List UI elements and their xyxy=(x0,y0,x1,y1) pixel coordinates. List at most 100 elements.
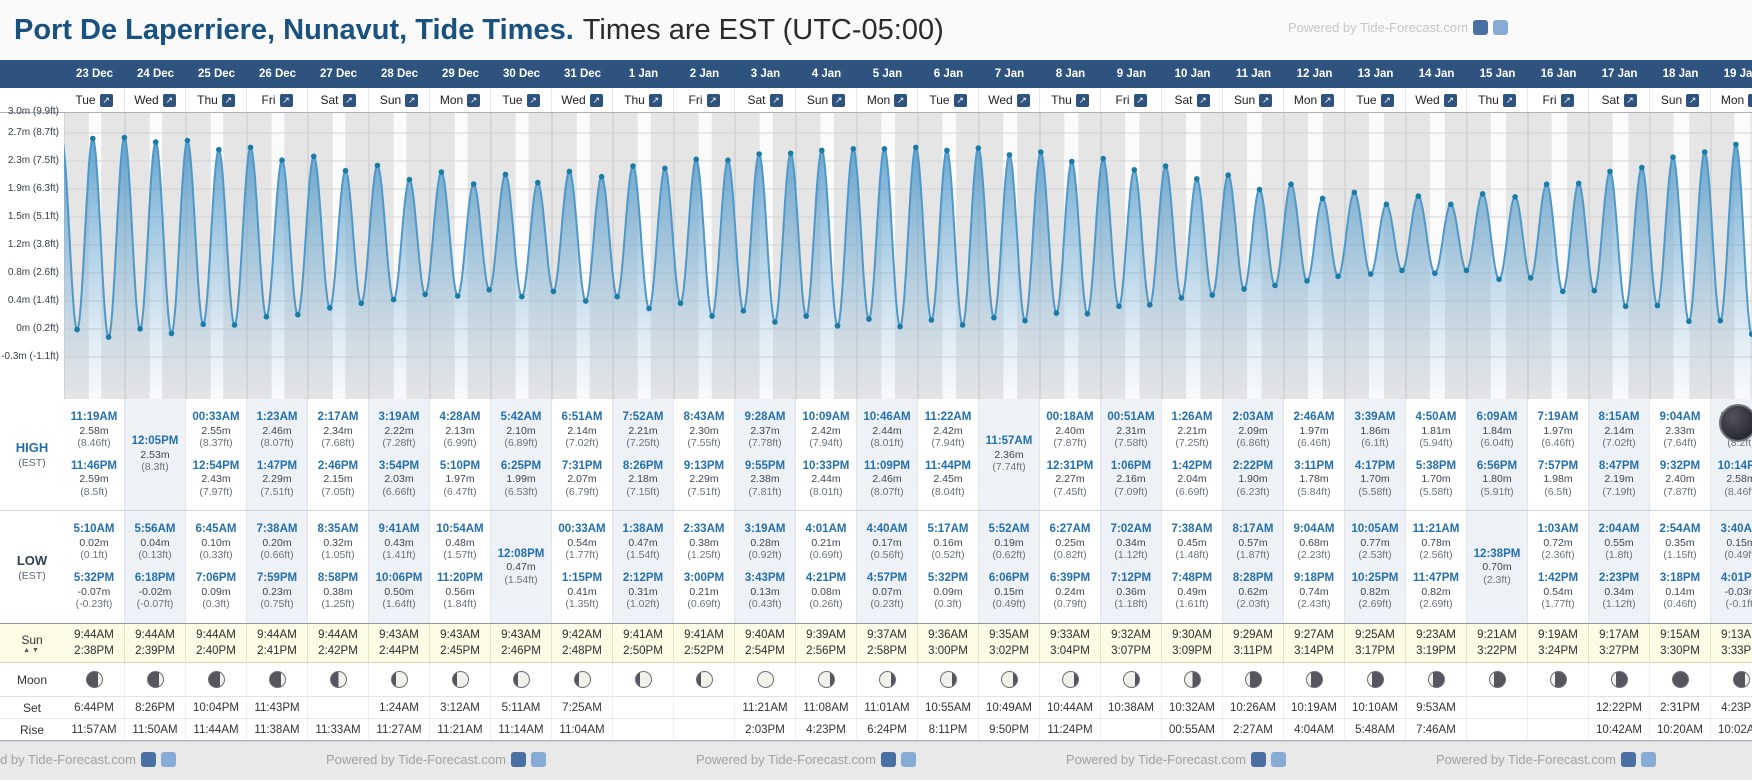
low-tide-entry: 8:35AM 0.32m (1.05ft) xyxy=(308,523,368,562)
external-link-icon[interactable] xyxy=(1560,93,1574,107)
tide-height-m: 2.33m xyxy=(1665,424,1695,437)
high-tide-time: 3:11PM xyxy=(1294,459,1334,472)
external-link-icon[interactable] xyxy=(99,93,113,107)
external-link-icon[interactable] xyxy=(1748,93,1752,107)
external-link-icon[interactable] xyxy=(648,93,662,107)
tide-height-ft: (8.04ft) xyxy=(931,485,965,498)
moon-phase-icon-first-quarter xyxy=(329,671,347,688)
date-header-row: 23 Dec 24 Dec 25 Dec 26 Dec 27 Dec 28 Dec 29 D… xyxy=(0,60,1752,88)
sun-times-cell: 9:41AM 2:50PM xyxy=(613,624,674,662)
external-link-icon[interactable] xyxy=(1502,93,1516,107)
high-tide-entry: 2:17AM 2.34m (7.68ft) xyxy=(308,411,368,450)
sun-times-cell: 9:21AM 3:22PM xyxy=(1467,624,1528,662)
external-link-icon[interactable] xyxy=(279,93,293,107)
sun-times-cell: 9:19AM 3:24PM xyxy=(1528,624,1589,662)
high-tide-cell: 10:46AM 2.44m (8.01ft) 11:09PM 2.46m (8.07ft) xyxy=(857,399,918,510)
external-link-icon[interactable] xyxy=(342,93,356,107)
external-link-icon[interactable] xyxy=(1623,93,1637,107)
tide-height-m: 0.45m xyxy=(1177,536,1207,549)
moonrise-row: Rise 11:57AM 11:50AM 11:44AM 11:38AM 11:33AM… xyxy=(0,719,1752,741)
external-link-icon[interactable] xyxy=(894,93,908,107)
external-link-icon[interactable] xyxy=(1133,93,1147,107)
date-header-cell: 1 Jan xyxy=(628,68,659,80)
high-tide-cell: 1:23AM 2.46m (8.07ft) 1:47PM 2.29m (7.51ft) xyxy=(247,399,308,510)
high-tide-time: 9:04AM xyxy=(1659,411,1701,423)
moonset-time-cell xyxy=(613,697,674,718)
moonset-time-cell xyxy=(1467,697,1528,718)
sunset-time: 2:54PM xyxy=(745,645,785,658)
low-tide-entry: 10:25PM 0.82m (2.69ft) xyxy=(1345,572,1405,611)
sun-times-cell: 9:30AM 3:09PM xyxy=(1162,624,1223,662)
moon-cell xyxy=(1528,663,1589,696)
moonrise-time-cell: 11:57AM xyxy=(64,719,125,740)
high-tide-entry: 6:25PM 1.99m (6.53ft) xyxy=(491,460,551,499)
tide-height-ft: (7.02ft) xyxy=(1602,437,1636,449)
sun-times-cell: 9:27AM 3:14PM xyxy=(1284,624,1345,662)
external-link-icon[interactable] xyxy=(589,93,603,107)
external-link-icon[interactable] xyxy=(221,93,235,107)
tide-height-ft: (2.69ft) xyxy=(1358,598,1392,611)
tide-height-m: 0.34m xyxy=(1116,536,1146,549)
high-tide-entry: 2:46PM 2.15m (7.05ft) xyxy=(308,460,368,499)
moon-phase-icon-waning-crescent xyxy=(1366,671,1384,688)
low-tide-time: 2:04AM xyxy=(1598,523,1640,536)
moon-cell xyxy=(674,663,735,696)
tide-height-m: 0.68m xyxy=(1299,536,1329,549)
y-axis-label: 2.7m (8.7ft) xyxy=(7,127,59,138)
tide-height-m: 0.70m xyxy=(1482,561,1512,574)
low-tide-cell: 11:21AM 0.78m (2.56ft) 11:47PM 0.82m (2.69ft) xyxy=(1406,511,1467,623)
external-link-icon[interactable] xyxy=(1686,93,1700,107)
sunset-time: 2:44PM xyxy=(379,645,419,658)
tide-height-m: 0.57m xyxy=(1238,536,1268,549)
moonset-time-cell: 10:26AM xyxy=(1223,697,1284,718)
sunrise-time: 9:44AM xyxy=(196,628,236,641)
day-of-week-cell: Thu xyxy=(186,88,247,112)
tide-height-m: 0.50m xyxy=(384,585,414,598)
tide-height-m: 2.58m xyxy=(1726,473,1752,485)
external-link-icon[interactable] xyxy=(1321,93,1335,107)
external-link-icon[interactable] xyxy=(526,93,540,107)
tide-height-m: 2.44m xyxy=(811,473,841,485)
low-tide-time: 1:42PM xyxy=(1537,572,1579,585)
tide-height-ft: (6.46ft) xyxy=(1541,437,1575,449)
day-of-week-cell: Sun xyxy=(1223,88,1284,112)
low-tide-cell: 5:52AM 0.19m (0.62ft) 6:06PM 0.15m (0.49ft) xyxy=(979,511,1040,623)
tide-height-ft: (1.12ft) xyxy=(1114,549,1148,562)
external-link-icon[interactable] xyxy=(1380,93,1394,107)
low-tide-entry: 7:38AM 0.45m (1.48ft) xyxy=(1162,523,1222,562)
external-link-icon[interactable] xyxy=(953,93,967,107)
tide-height-m: 0.21m xyxy=(689,585,719,598)
sunset-time: 2:58PM xyxy=(867,645,907,658)
external-link-icon[interactable] xyxy=(405,93,419,107)
external-link-icon[interactable] xyxy=(1196,93,1210,107)
moonset-time-cell: 10:32AM xyxy=(1162,697,1223,718)
day-of-week-label: Thu xyxy=(197,93,218,107)
tide-height-ft: (7.05ft) xyxy=(321,485,355,498)
low-tide-time: 10:54AM xyxy=(436,523,484,536)
moonset-time-cell: 2:31PM xyxy=(1650,697,1711,718)
external-link-icon[interactable] xyxy=(162,93,176,107)
external-link-icon[interactable] xyxy=(832,93,846,107)
low-tide-time: 11:47PM xyxy=(1412,572,1460,585)
external-link-icon[interactable] xyxy=(769,93,783,107)
external-link-icon[interactable] xyxy=(706,93,720,107)
high-tide-cell: 11:57AM 2.36m (7.74ft) xyxy=(979,399,1040,510)
high-tide-entry: 00:18AM 2.40m (7.87ft) xyxy=(1040,411,1100,450)
external-link-icon[interactable] xyxy=(1443,93,1457,107)
high-tide-entry: 10:09AM 2.42m (7.94ft) xyxy=(796,411,856,450)
tide-height-m: 2.42m xyxy=(811,424,841,437)
moon-phase-icon-waxing-crescent xyxy=(1732,671,1750,688)
date-header-cell: 15 Jan xyxy=(1479,68,1516,80)
external-link-icon[interactable] xyxy=(1075,93,1089,107)
tide-height-m: 0.10m xyxy=(201,536,231,549)
external-link-icon[interactable] xyxy=(467,93,481,107)
moon-cell xyxy=(1223,663,1284,696)
moonset-time-cell: 10:04PM xyxy=(186,697,247,718)
external-link-icon[interactable] xyxy=(1259,93,1273,107)
watermark-social-icon xyxy=(900,752,916,767)
day-of-week-cell: Thu xyxy=(613,88,674,112)
sun-times-cell: 9:29AM 3:11PM xyxy=(1223,624,1284,662)
external-link-icon[interactable] xyxy=(1016,93,1030,107)
tide-height-ft: (0.69ft) xyxy=(809,549,843,562)
